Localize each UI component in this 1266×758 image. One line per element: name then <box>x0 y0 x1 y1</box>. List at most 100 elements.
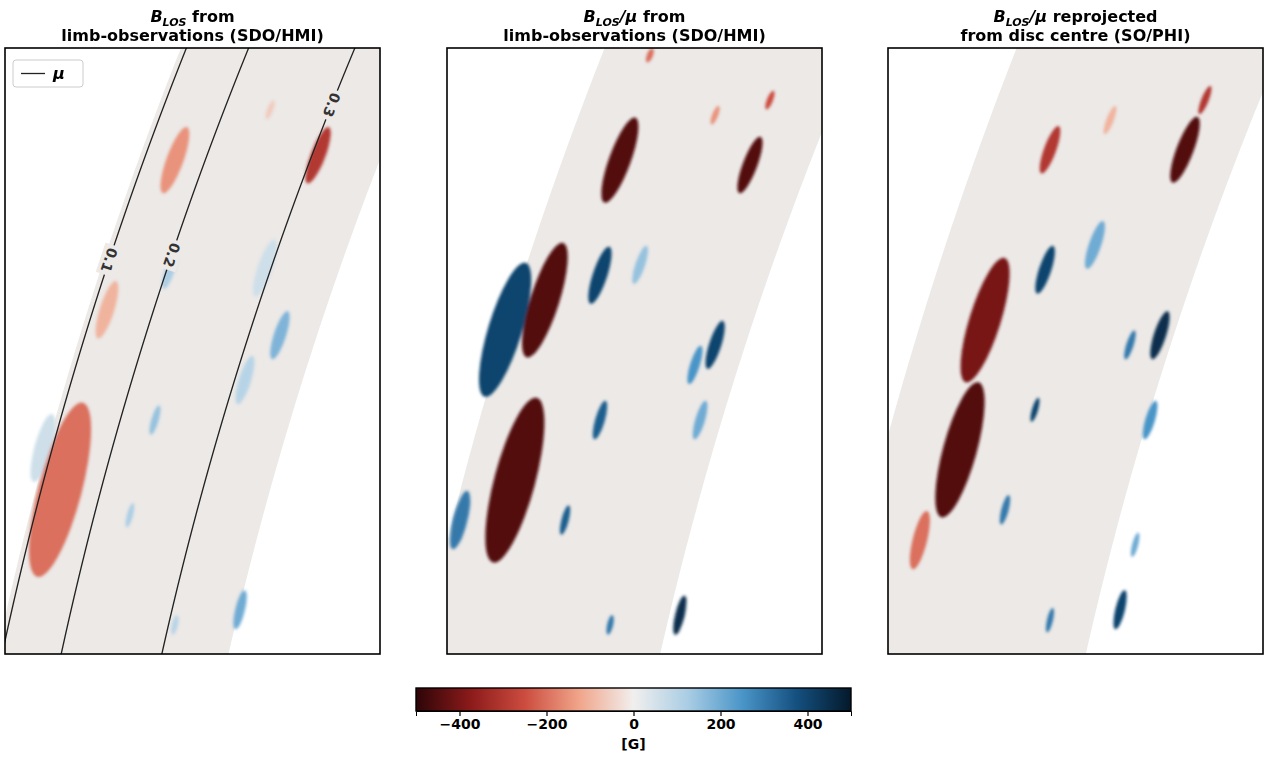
magnetic-feature <box>16 397 104 582</box>
figure: 0.10.20.3μBLOS fromlimb-observations (SD… <box>0 0 1266 758</box>
features <box>16 99 335 635</box>
magnetic-feature <box>951 253 1020 387</box>
title-part: limb-observations (SDO/HMI) <box>503 26 765 45</box>
magnetic-feature <box>231 589 250 630</box>
magnetic-feature <box>644 48 655 63</box>
magnetic-feature <box>690 400 711 441</box>
magnetic-feature <box>91 279 123 341</box>
magnetic-feature <box>1081 219 1109 270</box>
magnetic-feature <box>702 319 729 371</box>
panel-title: limb-observations (SDO/HMI) <box>61 26 323 45</box>
panel-title: from disc centre (SO/PHI) <box>961 26 1191 45</box>
magnetic-feature <box>925 378 995 522</box>
colorbar-axis: −400 −200 0 200 400 <box>417 711 852 732</box>
title-part: limb-observations (SDO/HMI) <box>61 26 323 45</box>
title-part: reprojected <box>1047 7 1157 26</box>
disc-strip <box>447 48 822 654</box>
magnetic-feature <box>1129 532 1141 558</box>
contour-labels: 0.10.20.3 <box>96 87 346 277</box>
magnetic-feature <box>232 354 258 406</box>
features <box>447 48 776 636</box>
magnetic-feature <box>170 615 180 636</box>
magnetic-feature <box>629 244 651 285</box>
plot-area <box>888 48 1263 654</box>
magnetic-feature <box>584 245 617 306</box>
magnetic-feature <box>733 134 768 195</box>
magnetic-feature <box>155 124 195 196</box>
magnetic-feature <box>248 237 281 298</box>
magnetic-feature <box>1101 105 1119 136</box>
features <box>906 85 1214 633</box>
tick-label: 400 <box>793 716 822 732</box>
magnetic-feature <box>264 99 277 120</box>
title-part: /μ <box>1028 7 1048 26</box>
magnetic-feature <box>1122 329 1138 360</box>
contour-label: 0.3 <box>320 91 344 120</box>
magnetic-feature <box>301 125 336 186</box>
contour-label-patch <box>158 238 185 273</box>
magnetic-feature <box>605 614 615 635</box>
title-part: from <box>187 7 235 26</box>
legend-label: μ <box>52 64 65 83</box>
title-part: from disc centre (SO/PHI) <box>961 26 1191 45</box>
panel: BLOS/μ reprojectedfrom disc centre (SO/P… <box>832 7 1266 670</box>
tick-label: 0 <box>629 716 639 732</box>
magnetic-feature <box>1031 244 1058 296</box>
magnetic-feature <box>1196 85 1214 116</box>
title-part: from <box>637 7 685 26</box>
title-part: B <box>993 7 1005 26</box>
magnetic-feature <box>763 90 776 111</box>
contour-label-group: 0.1 <box>96 243 123 278</box>
magnetic-feature <box>1029 397 1042 423</box>
magnetic-feature <box>147 405 162 436</box>
mu-contour <box>158 48 363 654</box>
tick-label: −400 <box>440 716 481 732</box>
panel-frame <box>447 48 822 654</box>
magnetic-feature <box>513 239 577 362</box>
magnetic-feature <box>473 393 556 568</box>
title-part: B <box>584 7 596 26</box>
magnetic-feature <box>447 489 474 551</box>
panel-frame <box>5 48 380 654</box>
panel-frame <box>888 48 1263 654</box>
magnetic-feature <box>906 509 934 571</box>
mu-contour <box>5 48 194 654</box>
title-part: /μ <box>618 7 638 26</box>
magnetic-feature <box>1036 124 1065 175</box>
colorbar-fill <box>416 688 851 711</box>
magnetic-feature <box>671 595 690 636</box>
colorbar-label: [G] <box>621 736 645 752</box>
tick: 400 <box>793 711 822 732</box>
magnetic-feature <box>684 344 705 385</box>
magnetic-feature <box>1165 114 1206 186</box>
panel-title: limb-observations (SDO/HMI) <box>503 26 765 45</box>
tick: −400 <box>440 711 481 732</box>
disc-strip <box>5 48 380 654</box>
contour-label-group: 0.3 <box>318 87 346 122</box>
tick-label: −200 <box>527 716 568 732</box>
contour-label-patch <box>96 243 123 278</box>
magnetic-feature <box>998 494 1013 525</box>
magnetic-feature <box>1044 607 1056 633</box>
tick: −200 <box>527 711 568 732</box>
magnetic-feature <box>590 400 610 441</box>
plot-area <box>5 48 380 654</box>
legend-line <box>21 73 45 74</box>
colorbar-frame <box>416 688 851 711</box>
contour-label-patch <box>318 87 346 122</box>
tick: 0 <box>629 711 639 732</box>
magnetic-feature <box>709 105 722 126</box>
panel: 0.10.20.3μBLOS fromlimb-observations (SD… <box>0 7 434 670</box>
disc-strip <box>888 48 1263 654</box>
tick: 200 <box>706 711 735 732</box>
magnetic-feature <box>594 114 645 206</box>
mu-contour <box>58 48 257 654</box>
plot-area <box>447 48 822 654</box>
magnetic-feature <box>558 504 573 535</box>
magnetic-feature <box>1140 400 1161 441</box>
title-part: B <box>150 7 162 26</box>
tick-label: 200 <box>706 716 735 732</box>
colorbar: −400 −200 0 200 400 [G] <box>416 688 852 752</box>
contour-label: 0.1 <box>98 246 121 275</box>
legend: μ <box>13 60 83 87</box>
